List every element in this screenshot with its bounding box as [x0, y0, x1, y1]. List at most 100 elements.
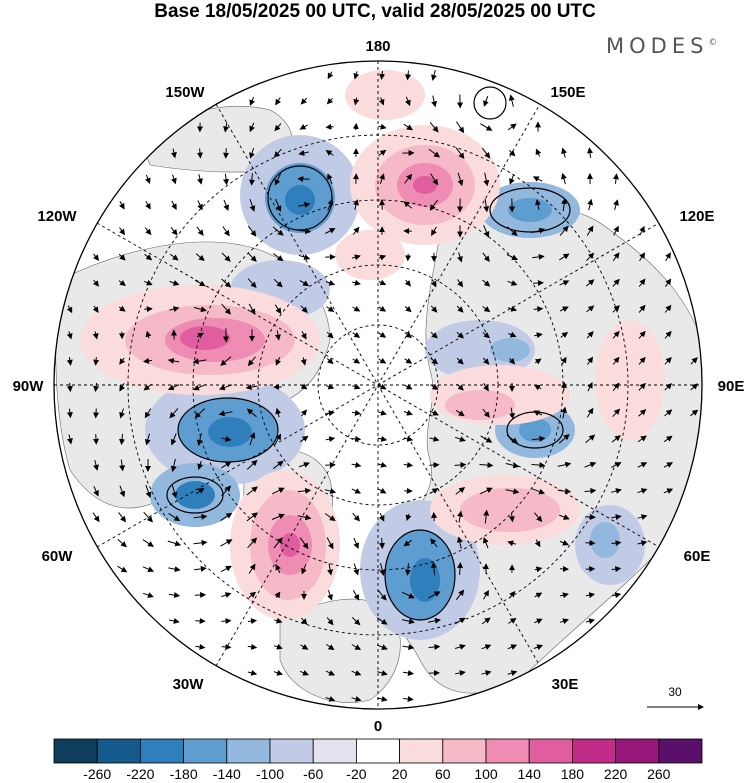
wind-vector [404, 173, 413, 184]
wind-vector [456, 536, 463, 549]
wind-vector [66, 305, 73, 314]
wind-vector [378, 487, 387, 494]
wind-vector [430, 173, 439, 186]
wind-vector [482, 357, 490, 365]
wind-vector [118, 279, 126, 287]
colorbar-swatch [399, 738, 444, 764]
colorbar-swatch [139, 738, 184, 764]
wind-vector [221, 592, 232, 598]
wind-vector [457, 279, 464, 288]
wind-vector [378, 357, 387, 364]
wind-vector [403, 461, 414, 468]
anomaly-positive-4-mid [460, 488, 560, 532]
wind-vector [246, 486, 258, 496]
wind-vector [301, 617, 308, 625]
wind-vector [119, 433, 125, 446]
wind-vector [378, 512, 385, 522]
wind-vector [218, 410, 233, 417]
wind-vector [220, 512, 233, 522]
wind-vector [326, 331, 334, 339]
wind-vector [273, 643, 283, 650]
wind-vector [637, 514, 648, 520]
wind-vector [119, 408, 125, 419]
wind-vector [532, 176, 543, 182]
wind-vector [271, 487, 285, 495]
wind-vector [167, 540, 182, 547]
wind-vector [481, 670, 492, 676]
wind-vector [297, 514, 312, 521]
wind-vector [508, 357, 516, 365]
wind-vector [428, 148, 441, 158]
wind-vector [403, 539, 412, 547]
wind-vector [533, 306, 544, 313]
wind-vector [247, 643, 258, 650]
wind-vector [144, 408, 152, 419]
wind-vector [247, 252, 257, 262]
wind-vector [638, 382, 646, 391]
wind-vector [326, 410, 335, 417]
colorbar-tick-label: -60 [303, 766, 323, 782]
wind-vector [249, 432, 256, 446]
meridian-150 [215, 103, 541, 667]
negative-anomalies [145, 135, 645, 640]
wind-vector [690, 357, 698, 365]
anomaly-positive-8 [335, 230, 405, 280]
wind-vector [586, 331, 594, 339]
wind-vector [143, 357, 153, 364]
wind-vector [300, 305, 308, 314]
wind-vector [221, 278, 232, 288]
wind-vector [402, 670, 414, 676]
brand-text: MODES [606, 34, 709, 58]
brand-logo: MODES© [606, 34, 718, 58]
wind-vector [298, 201, 311, 208]
anomaly-negative-2-core [175, 481, 215, 509]
wind-vector [509, 407, 516, 420]
wind-vector [300, 97, 308, 105]
contour-2 [267, 165, 333, 231]
wind-vector [557, 488, 572, 495]
wind-vector [403, 435, 414, 442]
wind-vector [637, 462, 648, 468]
wind-vector [248, 173, 255, 186]
wind-vector [92, 512, 100, 523]
wind-vector [378, 279, 387, 286]
wind-vector [168, 592, 181, 598]
colorbar-swatch [96, 738, 141, 764]
wind-vector [143, 511, 153, 523]
wind-vector [430, 538, 438, 548]
wind-vector [92, 331, 99, 340]
wind-vector [479, 462, 494, 469]
contour-7 [473, 86, 507, 120]
wind-vector [223, 173, 230, 186]
wind-vector [533, 410, 543, 416]
wind-vector [377, 409, 387, 416]
anomaly-negative-4-peak [410, 558, 440, 602]
lon-label-150w: 150W [165, 84, 205, 101]
wind-vector [377, 435, 388, 442]
wind-vector [665, 252, 671, 262]
wind-vector [118, 305, 126, 312]
wind-vector [482, 279, 491, 287]
wind-vector [401, 618, 415, 625]
wind-vector [429, 462, 440, 469]
wind-vector [483, 536, 489, 549]
wind-vector [297, 487, 312, 494]
wind-vector [638, 356, 646, 365]
wind-vector [66, 408, 73, 419]
wind-vector [479, 487, 493, 495]
wind-vector [585, 514, 596, 520]
wind-vector [377, 670, 388, 676]
wind-vector [507, 280, 518, 286]
wind-vector [353, 537, 359, 550]
wind-vector [325, 696, 336, 702]
wind-vector [483, 383, 489, 392]
anomaly-negative-8-core [590, 522, 620, 558]
wind-vector [456, 589, 465, 601]
wind-vector [300, 383, 308, 390]
wind-vector [299, 123, 308, 130]
wind-vector [456, 383, 464, 391]
wind-vector [221, 461, 232, 469]
lon-label-0: 0 [374, 718, 382, 735]
wind-vector [223, 122, 230, 133]
wind-vector [663, 488, 674, 494]
